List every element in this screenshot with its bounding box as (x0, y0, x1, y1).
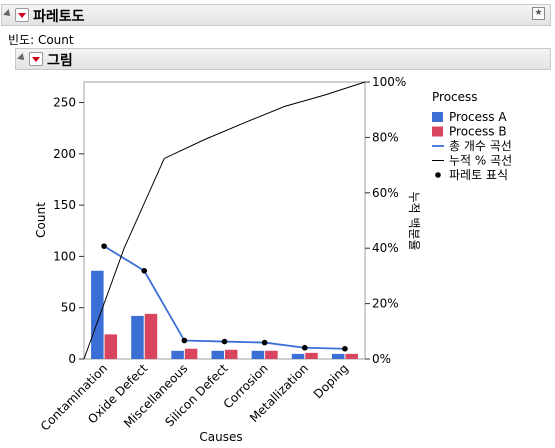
y-tick-label: 0 (68, 352, 76, 366)
bar-process-a (91, 270, 104, 359)
bar-process-a (131, 315, 144, 359)
legend-dot (435, 172, 441, 178)
y-tick-label: 200 (53, 147, 76, 161)
y2-axis-title: 누적 백분율 (407, 191, 421, 250)
y-tick-label: 50 (61, 301, 76, 315)
graph-red-triangle-menu-icon[interactable] (29, 52, 43, 66)
red-triangle-menu-icon[interactable] (15, 8, 29, 22)
pareto-marker (221, 338, 228, 345)
bar-process-a (251, 350, 265, 359)
pareto-marker (181, 337, 188, 344)
bar-process-b (265, 350, 278, 359)
frequency-label: 빈도: Count (8, 33, 74, 47)
y2-tick-label: 40% (372, 241, 399, 255)
y-tick-label: 250 (53, 96, 76, 110)
plot-frame (83, 81, 366, 360)
y2-tick-label: 60% (372, 186, 399, 200)
bar-process-a (211, 350, 224, 359)
bar-process-a (291, 353, 305, 359)
x-axis-title: Causes (199, 430, 242, 444)
bar-process-b (144, 313, 158, 359)
bar-process-b (345, 353, 358, 359)
x-tick-label: Doping (311, 361, 351, 401)
legend-label: 누적 % 곡선 (449, 154, 512, 168)
legend-swatch (432, 112, 443, 122)
y2-tick-label: 100% (372, 75, 406, 89)
bar-process-a (171, 350, 184, 359)
y2-tick-label: 80% (372, 130, 399, 144)
graph-outline-header (15, 48, 551, 70)
pareto-marker (261, 339, 268, 346)
report-title: 파레토도 (33, 9, 85, 25)
pin-icon[interactable]: ★ (532, 7, 545, 20)
legend-label: Process B (449, 125, 507, 139)
bar-process-b (104, 334, 118, 359)
pareto-marker (301, 344, 308, 351)
legend-title: Process (432, 90, 478, 104)
legend-label: Process A (449, 110, 507, 124)
bar-process-b (305, 352, 318, 359)
cumulative-percent-line (83, 81, 366, 360)
x-tick-label: Contamination (38, 361, 110, 433)
bar-process-a (331, 353, 345, 359)
bar-process-b (225, 349, 238, 359)
y-tick-label: 100 (53, 249, 76, 263)
pareto-marker (101, 243, 107, 249)
y-axis-title: Count (34, 202, 48, 238)
pareto-marker (342, 345, 348, 352)
section-title: 그림 (47, 53, 73, 69)
pareto-outline-header (1, 4, 551, 26)
y2-tick-label: 0% (372, 352, 391, 366)
pareto-marker (141, 267, 148, 274)
bar-process-b (184, 348, 198, 359)
y2-tick-label: 20% (372, 297, 399, 311)
y-tick-label: 150 (53, 198, 76, 212)
legend-swatch (432, 126, 443, 137)
legend-label: 총 개수 곡선 (449, 139, 512, 153)
legend-label: 파레토 표식 (449, 168, 508, 182)
